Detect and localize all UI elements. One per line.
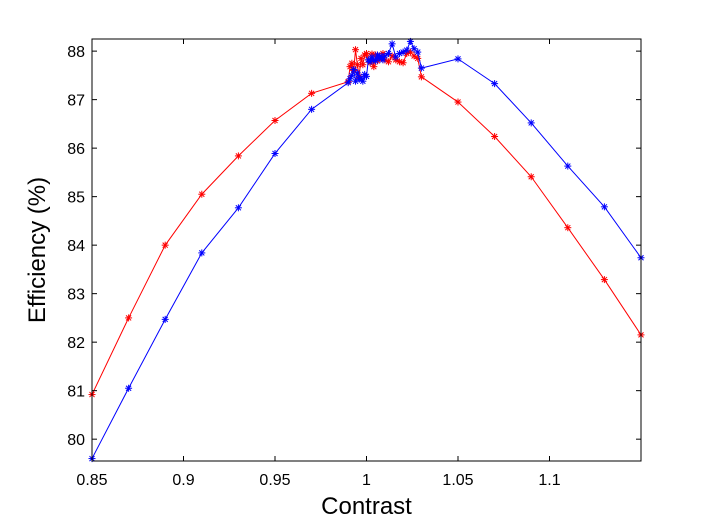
data-point: [564, 162, 572, 170]
y-tick-label: 87: [67, 93, 85, 110]
y-tick-label: 80: [67, 432, 85, 449]
x-tick-label: 1: [362, 472, 371, 489]
data-point: [388, 40, 396, 48]
data-point: [454, 98, 462, 106]
data-point: [234, 152, 242, 160]
data-point: [353, 69, 361, 77]
data-point: [417, 64, 425, 72]
data-point: [381, 52, 389, 60]
data-point: [308, 89, 316, 97]
data-point: [125, 384, 133, 392]
y-tick-label: 88: [67, 44, 85, 61]
data-point: [234, 204, 242, 212]
y-tick-label: 82: [67, 335, 85, 352]
data-point: [198, 190, 206, 198]
data-point: [403, 46, 411, 54]
data-point: [348, 71, 356, 79]
x-tick-label: 1.1: [538, 472, 560, 489]
data-point: [363, 72, 370, 80]
x-tick-label: 0.9: [172, 472, 194, 489]
data-point: [491, 80, 499, 88]
data-point: [399, 59, 407, 67]
x-tick-label: 1.05: [442, 472, 473, 489]
data-point: [271, 149, 279, 157]
y-tick-label: 83: [67, 287, 85, 304]
data-point: [600, 203, 608, 211]
data-point: [417, 73, 425, 81]
y-axis-title: Efficiency (%): [24, 177, 51, 323]
data-point: [308, 105, 316, 113]
data-point: [359, 61, 367, 69]
data-point: [527, 119, 535, 127]
y-tick-label: 86: [67, 141, 85, 158]
data-point: [271, 116, 279, 124]
data-point: [491, 132, 499, 140]
data-point: [527, 173, 535, 181]
data-point: [161, 241, 169, 249]
data-point: [600, 276, 608, 284]
y-tick-label: 85: [67, 190, 85, 207]
x-tick-label: 0.95: [259, 472, 290, 489]
data-point: [352, 46, 360, 54]
data-point: [384, 50, 392, 58]
data-point: [348, 59, 356, 67]
data-point: [410, 45, 418, 53]
data-point: [161, 315, 169, 323]
series-2: [88, 37, 645, 463]
data-point: [395, 50, 403, 58]
y-axis: 80 81 82 83 84 85 86 87 88: [67, 44, 641, 449]
data-point: [454, 55, 462, 63]
x-tick-label: 0.85: [76, 472, 107, 489]
y-tick-label: 81: [67, 384, 85, 401]
data-point: [198, 249, 206, 257]
y-tick-label: 84: [67, 238, 85, 255]
data-point: [125, 314, 133, 322]
x-axis: 0.85 0.9 0.95 1 1.05 1.1: [76, 39, 561, 489]
data-point: [372, 57, 380, 65]
data-point: [370, 63, 378, 71]
data-point: [564, 224, 572, 232]
x-axis-title: Contrast: [321, 493, 412, 520]
data-point: [359, 77, 367, 85]
data-point: [414, 48, 422, 56]
data-point: [384, 58, 392, 66]
